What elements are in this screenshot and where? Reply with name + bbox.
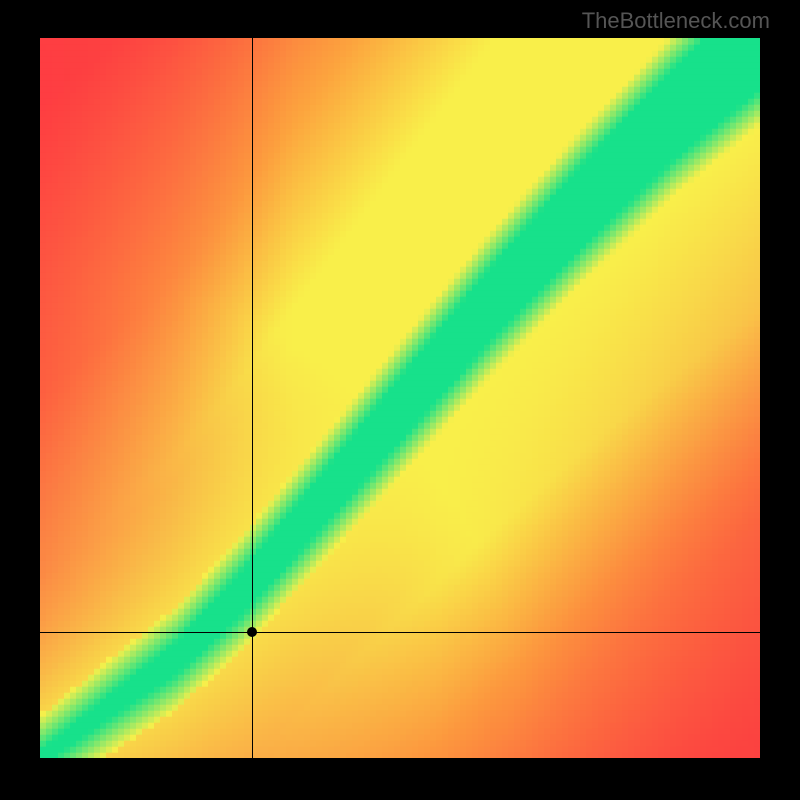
chart-container: TheBottleneck.com [0, 0, 800, 800]
heatmap-plot-area [40, 38, 760, 758]
heatmap-canvas [40, 38, 760, 758]
crosshair-vertical [252, 38, 253, 758]
crosshair-horizontal [40, 632, 760, 633]
watermark-text: TheBottleneck.com [582, 8, 770, 34]
selected-point [247, 627, 257, 637]
